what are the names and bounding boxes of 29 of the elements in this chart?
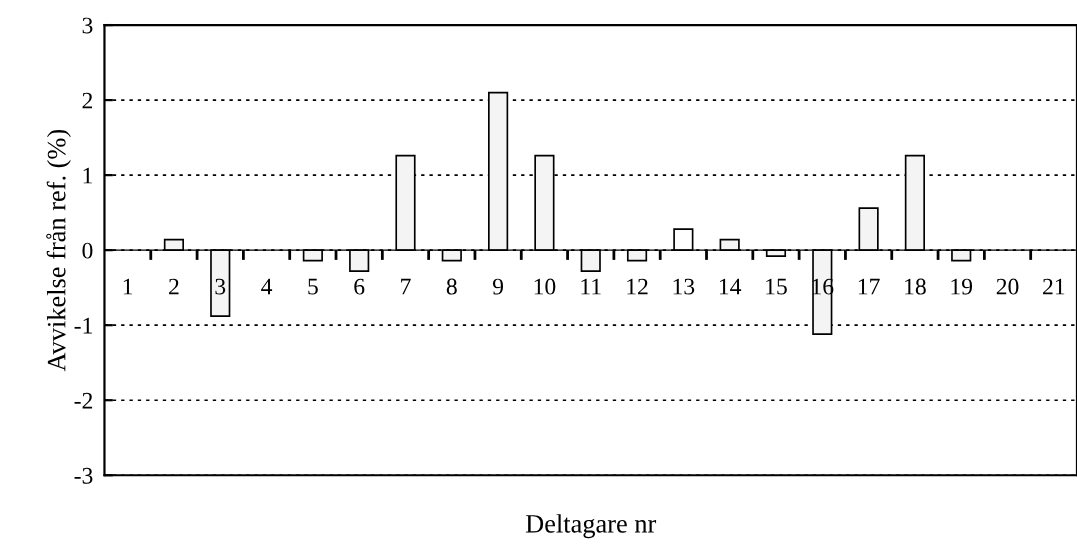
x-tick-label: 9: [492, 278, 504, 295]
x-axis-title: Deltagare nr: [525, 514, 657, 539]
x-tick-label: 11: [581, 278, 601, 295]
y-tick-label: 0: [82, 242, 93, 259]
x-tick-label: 3: [215, 278, 226, 295]
y-tick-label: -2: [74, 392, 93, 409]
x-tick-label: 21: [1043, 278, 1065, 295]
x-tick-label: 15: [766, 278, 787, 295]
x-tick-label: 17: [858, 278, 880, 295]
y-tick-label: -3: [74, 467, 93, 484]
y-tick-label: -1: [74, 317, 92, 334]
x-tick-label: 19: [951, 278, 973, 295]
x-tick-label: 7: [401, 278, 411, 295]
x-tick-label: 13: [673, 278, 695, 295]
x-tick-label: 4: [261, 278, 273, 295]
x-tick-label: 1: [123, 278, 133, 295]
y-axis-title: Avvikelse från ref. (%): [46, 129, 71, 372]
y-tick-label: 1: [83, 167, 92, 184]
y-tick-label: 3: [82, 17, 93, 34]
x-tick-label: 14: [719, 278, 742, 295]
x-tick-label: 20: [996, 278, 1019, 295]
x-tick-label: 10: [534, 278, 556, 295]
y-tick-label: 2: [82, 92, 93, 109]
x-tick-label: 8: [446, 278, 457, 295]
x-tick-label: 2: [169, 278, 179, 295]
x-tick-label: 18: [905, 278, 926, 295]
x-tick-label: 5: [308, 278, 318, 295]
x-tick-label: 12: [627, 278, 648, 295]
x-tick-label: 6: [354, 278, 365, 295]
